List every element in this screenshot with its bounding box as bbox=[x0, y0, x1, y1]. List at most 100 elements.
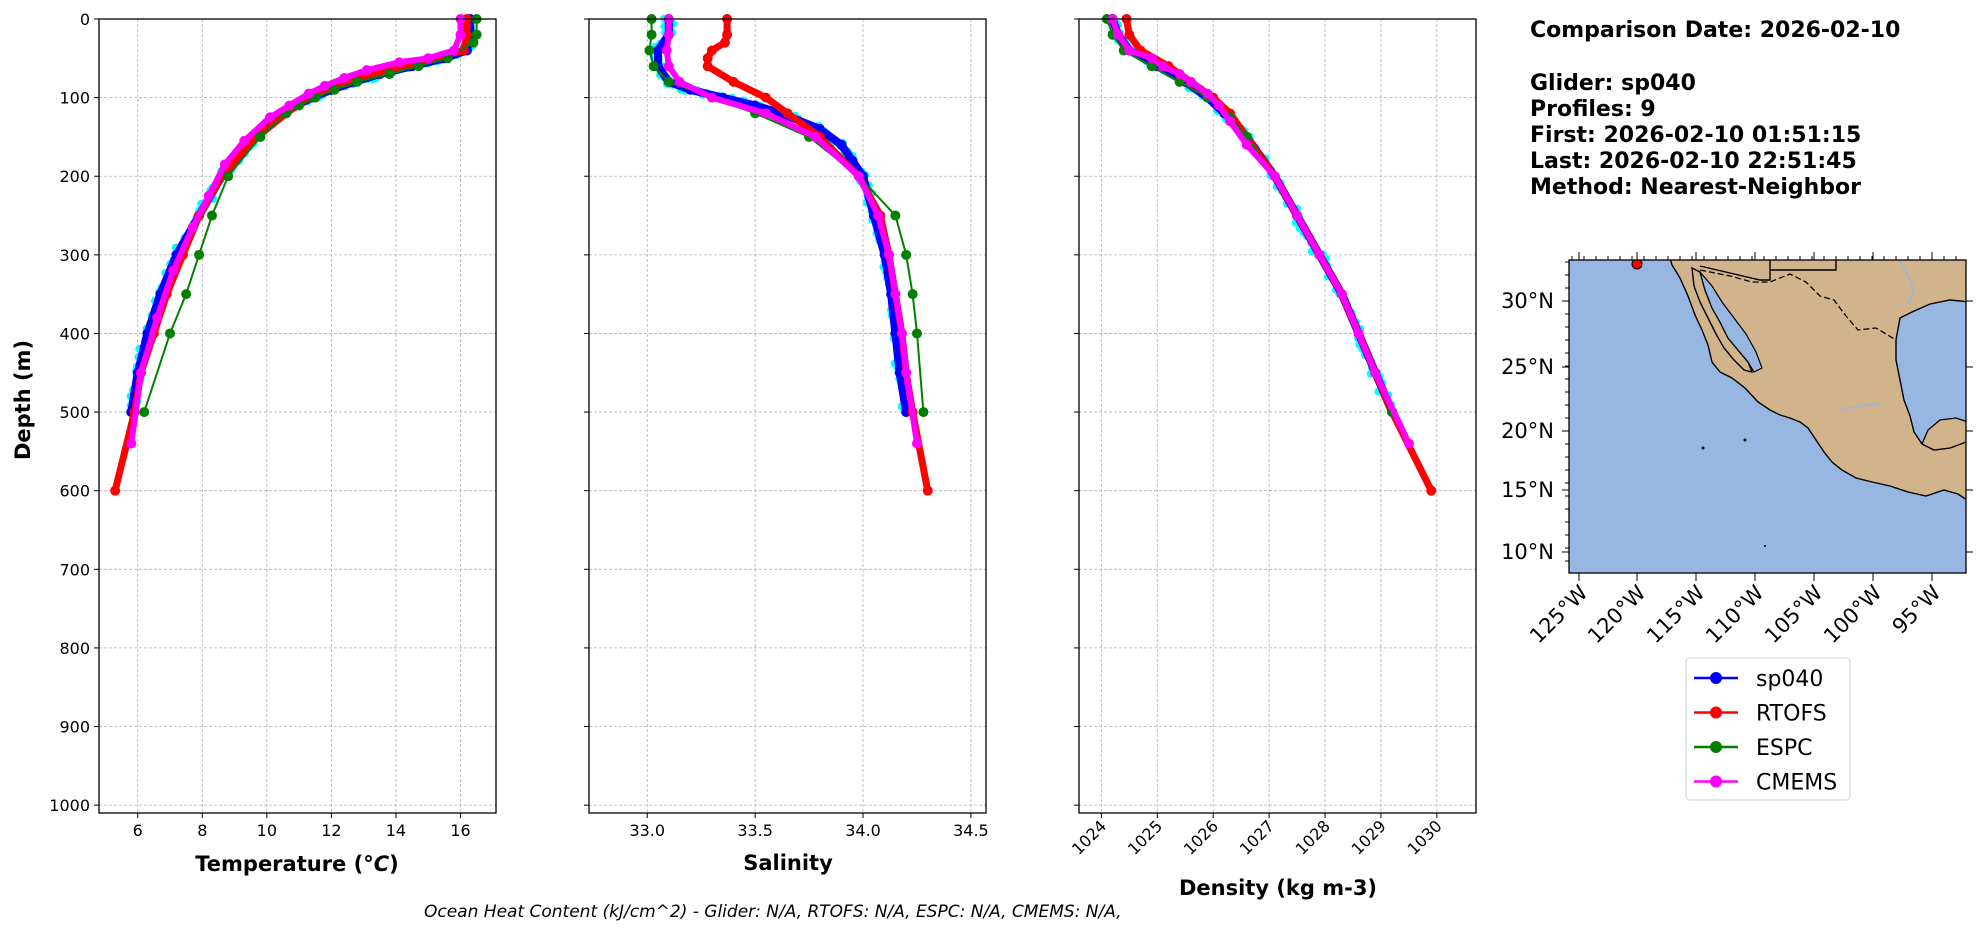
series-espc bbox=[139, 14, 482, 418]
series-point-rtofs bbox=[719, 37, 730, 48]
series-point-cmems bbox=[265, 112, 276, 123]
legend-box bbox=[1685, 657, 1851, 801]
series-point-cmems bbox=[663, 61, 674, 72]
axes-frame bbox=[98, 18, 497, 814]
series-point-espc bbox=[644, 45, 655, 56]
series-point-cmems bbox=[1403, 438, 1414, 449]
series-point-cmems bbox=[394, 57, 405, 68]
salinity-panel: 33.0 33.5 34.0 34.5 bbox=[584, 14, 989, 840]
series-point-cmems bbox=[319, 80, 330, 91]
series-cmems bbox=[126, 14, 466, 449]
series-point-cmems bbox=[361, 65, 372, 76]
series-point-cmems bbox=[890, 289, 901, 300]
map-lat-label: 20°N bbox=[1501, 419, 1554, 443]
series-point-espc bbox=[255, 131, 266, 142]
series-point-cmems bbox=[203, 190, 214, 201]
y-tick-label: 900 bbox=[59, 718, 90, 737]
map-lat-label: 15°N bbox=[1501, 478, 1554, 502]
series-point-espc bbox=[648, 61, 659, 72]
series-point-cmems bbox=[1113, 29, 1124, 40]
map-lon-label: 100°W bbox=[1819, 580, 1887, 648]
legend-label-cmems: CMEMS bbox=[1756, 771, 1837, 796]
series-point-cmems bbox=[810, 131, 821, 142]
series-point-rtofs bbox=[760, 92, 771, 103]
series-point-cmems bbox=[1314, 249, 1325, 260]
legend-marker-sp040 bbox=[1710, 672, 1722, 684]
series-point-cmems bbox=[1353, 328, 1364, 339]
series-line-cmems bbox=[128, 16, 464, 447]
series-point-espc bbox=[329, 84, 340, 95]
series-point-cmems bbox=[1174, 69, 1185, 80]
series-point-espc bbox=[223, 171, 234, 182]
series-point-rtofs bbox=[782, 108, 793, 119]
map-us-border bbox=[1699, 260, 1837, 281]
density-panel: 1024 1025 1026 1027 1028 1029 1030 bbox=[1068, 14, 1477, 859]
x-tick-label: 8 bbox=[197, 821, 207, 840]
series-point-cmems bbox=[674, 76, 685, 87]
first-profile-time: First: 2026-02-10 01:51:15 bbox=[1530, 123, 1861, 148]
map-lat-label: 30°N bbox=[1501, 289, 1554, 313]
x-tick-label: 12 bbox=[321, 821, 341, 840]
series-point-cmems bbox=[1241, 139, 1252, 150]
series-point-cmems bbox=[901, 367, 912, 378]
x-tick-label: 6 bbox=[133, 821, 143, 840]
series-point-cmems bbox=[1224, 116, 1235, 127]
x-tick-label: 10 bbox=[257, 821, 277, 840]
series-point-espc bbox=[911, 328, 922, 339]
series-sp040 bbox=[126, 14, 476, 418]
x-tick-label: 1028 bbox=[1292, 816, 1334, 858]
series-point-cmems bbox=[1185, 76, 1196, 87]
series-point-cmems bbox=[1269, 171, 1280, 182]
temperature-panel: 6 8 10 12 14 16 0 100 200 300 400 500 600 700 800 900 10… bbox=[49, 10, 497, 840]
x-tick-label: 33.5 bbox=[737, 821, 773, 840]
series-point-rtofs bbox=[1124, 29, 1135, 40]
series-point-sp040 bbox=[836, 139, 847, 150]
series-line-espc bbox=[143, 18, 478, 414]
x-tick-label: 14 bbox=[386, 821, 406, 840]
series-point-espc bbox=[646, 29, 657, 40]
axes-frame bbox=[1078, 18, 1477, 814]
y-tick-label: 400 bbox=[59, 324, 90, 343]
x-tick-label: 33.0 bbox=[629, 821, 665, 840]
series-point-cmems bbox=[1213, 100, 1224, 111]
map-lon-label: 125°W bbox=[1525, 580, 1593, 648]
series-point-rtofs bbox=[702, 61, 713, 72]
series-point-espc bbox=[181, 289, 192, 300]
series-point-cmems bbox=[126, 438, 137, 449]
x-tick-label: 1025 bbox=[1124, 816, 1166, 858]
series-point-cmems bbox=[661, 45, 672, 56]
series-point-cmems bbox=[760, 108, 771, 119]
ocean-heat-content-note: Ocean Heat Content (kJ/cm^2) - Glider: N… bbox=[424, 902, 1122, 922]
glider-name: Glider: sp040 bbox=[1530, 71, 1696, 96]
series-point-cmems bbox=[303, 88, 314, 99]
series-point-espc bbox=[194, 249, 205, 260]
y-tick-label: 700 bbox=[59, 560, 90, 579]
x-tick-label: 1029 bbox=[1348, 816, 1390, 858]
last-profile-time: Last: 2026-02-10 22:51:45 bbox=[1530, 149, 1857, 174]
x-tick-label: 16 bbox=[450, 821, 470, 840]
y-tick-label: 300 bbox=[59, 246, 90, 265]
series-point-cmems bbox=[896, 328, 907, 339]
series-point-sp040 bbox=[653, 45, 664, 56]
map-yucatan bbox=[1921, 417, 1966, 451]
map-lat-label: 25°N bbox=[1501, 355, 1554, 379]
series-espc bbox=[1101, 14, 1398, 418]
series-point-cmems bbox=[911, 438, 922, 449]
legend-label-rtofs: RTOFS bbox=[1756, 702, 1827, 727]
map-frame bbox=[1568, 259, 1967, 574]
y-tick-label: 0 bbox=[80, 10, 90, 29]
series-point-cmems bbox=[663, 29, 674, 40]
series-point-cmems bbox=[873, 210, 884, 221]
series-point-espc bbox=[384, 69, 395, 80]
series-point-cmems bbox=[219, 159, 230, 170]
series-point-espc bbox=[206, 210, 217, 221]
y-tick-label: 200 bbox=[59, 167, 90, 186]
method: Method: Nearest-Neighbor bbox=[1530, 175, 1861, 200]
series-point-rtofs bbox=[728, 76, 739, 87]
glider-profile-scatter bbox=[126, 15, 477, 410]
map-rivers bbox=[1839, 260, 1915, 411]
x-tick-label: 1026 bbox=[1180, 816, 1222, 858]
series-point-cmems bbox=[706, 92, 717, 103]
series-point-rtofs bbox=[110, 485, 121, 496]
